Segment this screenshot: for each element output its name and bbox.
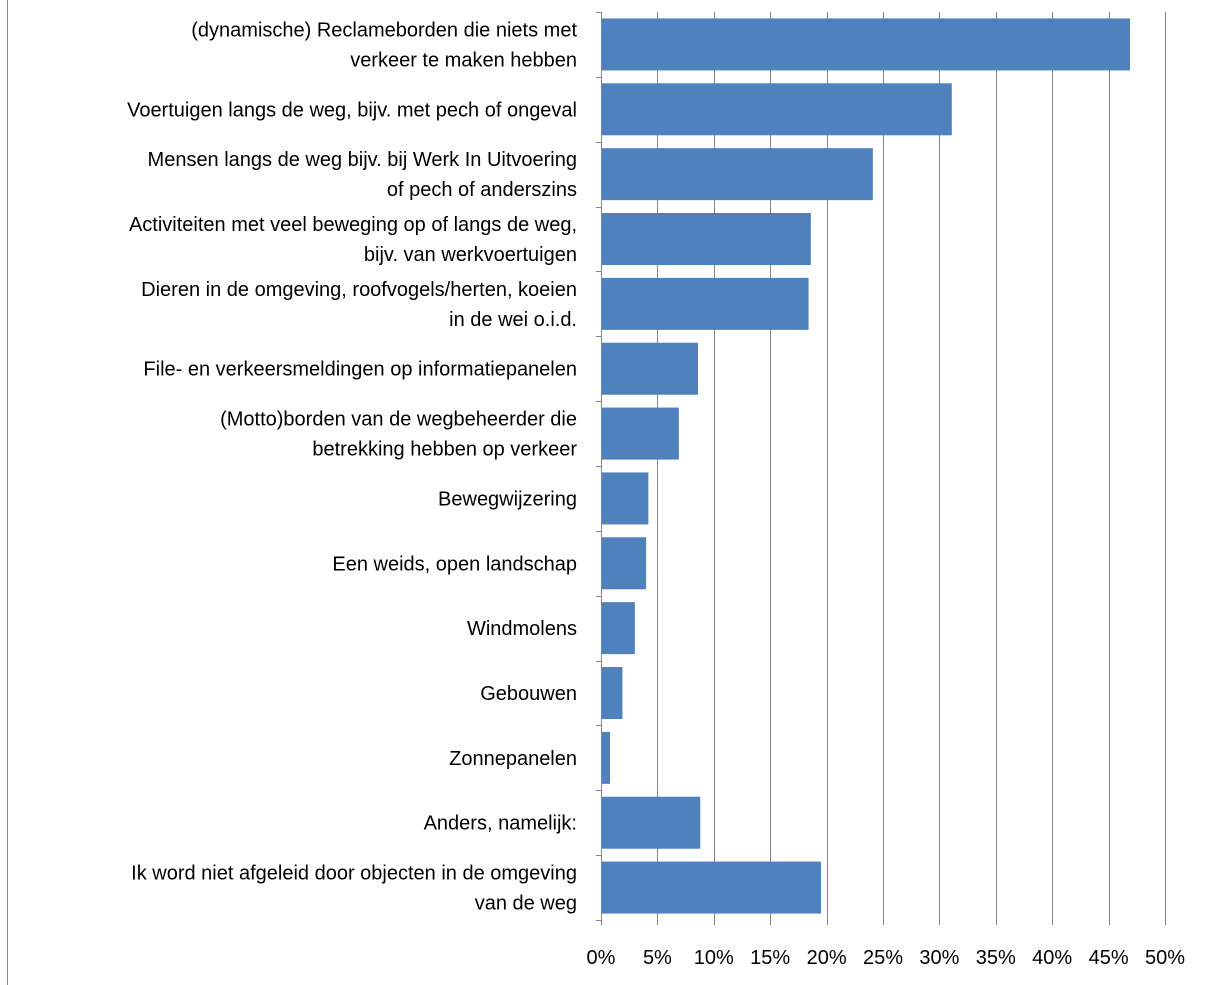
category-label: Zonnepanelen [449, 748, 577, 770]
category-label: Anders, namelijk: [424, 813, 577, 835]
x-tick-label: 35% [976, 947, 1016, 969]
category-label: (dynamische) Reclameborden die niets met [191, 19, 577, 41]
category-label: Ik word niet afgeleid door objecten in d… [131, 863, 577, 885]
x-tick-label: 10% [694, 947, 734, 969]
category-label: Activiteiten met veel beweging op of lan… [129, 214, 577, 236]
bar [601, 861, 821, 914]
x-tick-label: 50% [1145, 947, 1185, 969]
category-label: Voertuigen langs de weg, bijv. met pech … [127, 99, 577, 121]
bar [601, 342, 699, 395]
x-tick-label: 5% [643, 947, 672, 969]
bar [601, 277, 809, 330]
x-tick-label: 25% [863, 947, 903, 969]
bar [601, 731, 611, 784]
x-tick-label: 40% [1032, 947, 1072, 969]
x-tick-label: 30% [919, 947, 959, 969]
bar [601, 667, 623, 719]
category-label: bijv. van werkvoertuigen [364, 244, 577, 266]
x-tick-label: 15% [750, 947, 790, 969]
bar [601, 796, 701, 849]
category-label: Dieren in de omgeving, roofvogels/herten… [141, 279, 577, 301]
bar [601, 83, 952, 136]
bar [601, 407, 679, 460]
category-label: Mensen langs de weg bijv. bij Werk In Ui… [148, 149, 577, 171]
bar [601, 537, 647, 590]
bar [601, 213, 811, 265]
category-label: of pech of anderszins [387, 179, 577, 201]
category-label: File- en verkeersmeldingen op informatie… [143, 359, 577, 381]
category-label: verkeer te maken hebben [350, 49, 577, 71]
category-label: in de wei o.i.d. [449, 309, 577, 331]
category-label: Een weids, open landschap [332, 553, 577, 575]
category-label: (Motto)borden van de wegbeheerder die [220, 409, 577, 431]
x-tick-label: 45% [1089, 947, 1129, 969]
x-tick-label: 0% [587, 947, 616, 969]
x-tick-label: 20% [807, 947, 847, 969]
bar [601, 602, 635, 655]
bar [601, 472, 649, 525]
category-label: betrekking hebben op verkeer [312, 439, 577, 461]
category-label: van de weg [475, 893, 577, 915]
category-label: Gebouwen [480, 683, 577, 705]
bar [601, 18, 1131, 71]
category-label: Windmolens [467, 618, 577, 640]
category-label: Bewegwijzering [438, 488, 577, 510]
bar [601, 148, 873, 201]
